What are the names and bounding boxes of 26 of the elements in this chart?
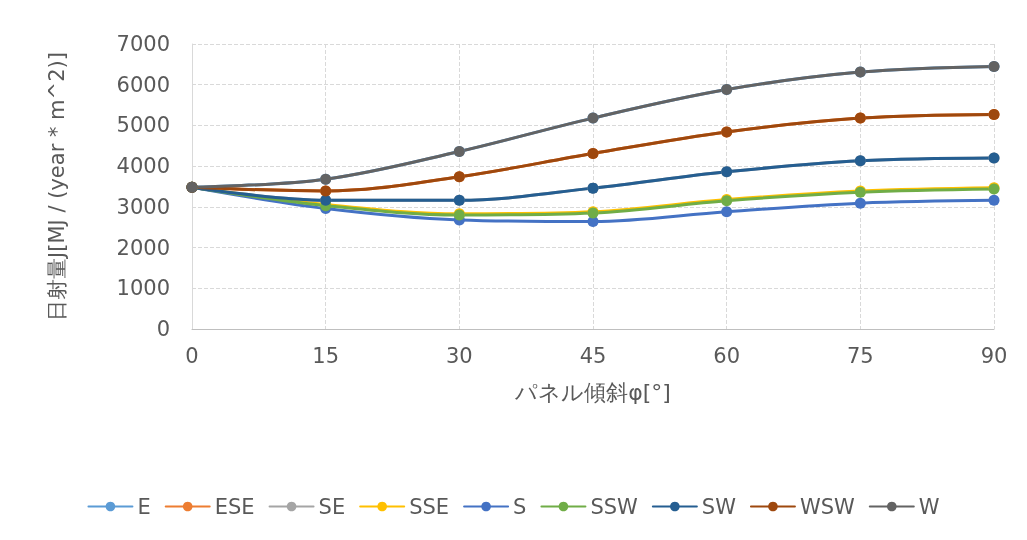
- legend-label: WSW: [799, 494, 856, 519]
- y-tick-label: 6000: [116, 72, 170, 97]
- legend-label: E: [137, 494, 151, 519]
- x-tick-label: 60: [713, 343, 741, 368]
- legend-label: ESE: [214, 494, 255, 519]
- legend-label: SSE: [409, 494, 450, 519]
- y-axis-title: 日射量J[MJ / (year * m^2)]: [44, 52, 69, 321]
- legend-label: SW: [701, 494, 737, 519]
- y-tick-label: 4000: [116, 154, 170, 179]
- x-tick-label: 45: [579, 343, 607, 368]
- y-tick-label: 5000: [116, 113, 170, 138]
- x-tick-label: 0: [185, 343, 199, 368]
- y-tick-label: 0: [156, 317, 170, 341]
- y-tick-label: 2000: [116, 235, 170, 260]
- legend-label: SSW: [590, 494, 639, 519]
- x-tick-label: 15: [312, 343, 340, 368]
- x-tick-label: 30: [445, 343, 473, 368]
- x-tick-label: 75: [846, 343, 874, 368]
- legend-label: W: [918, 494, 940, 519]
- legend-label: S: [513, 494, 527, 519]
- y-tick-label: 1000: [116, 276, 170, 301]
- x-tick-label: 90: [980, 343, 1008, 368]
- x-axis-title: パネル傾斜φ[°]: [514, 379, 671, 405]
- y-tick-label: 7000: [116, 32, 170, 56]
- legend-label: SE: [318, 494, 346, 519]
- y-tick-label: 3000: [116, 194, 170, 219]
